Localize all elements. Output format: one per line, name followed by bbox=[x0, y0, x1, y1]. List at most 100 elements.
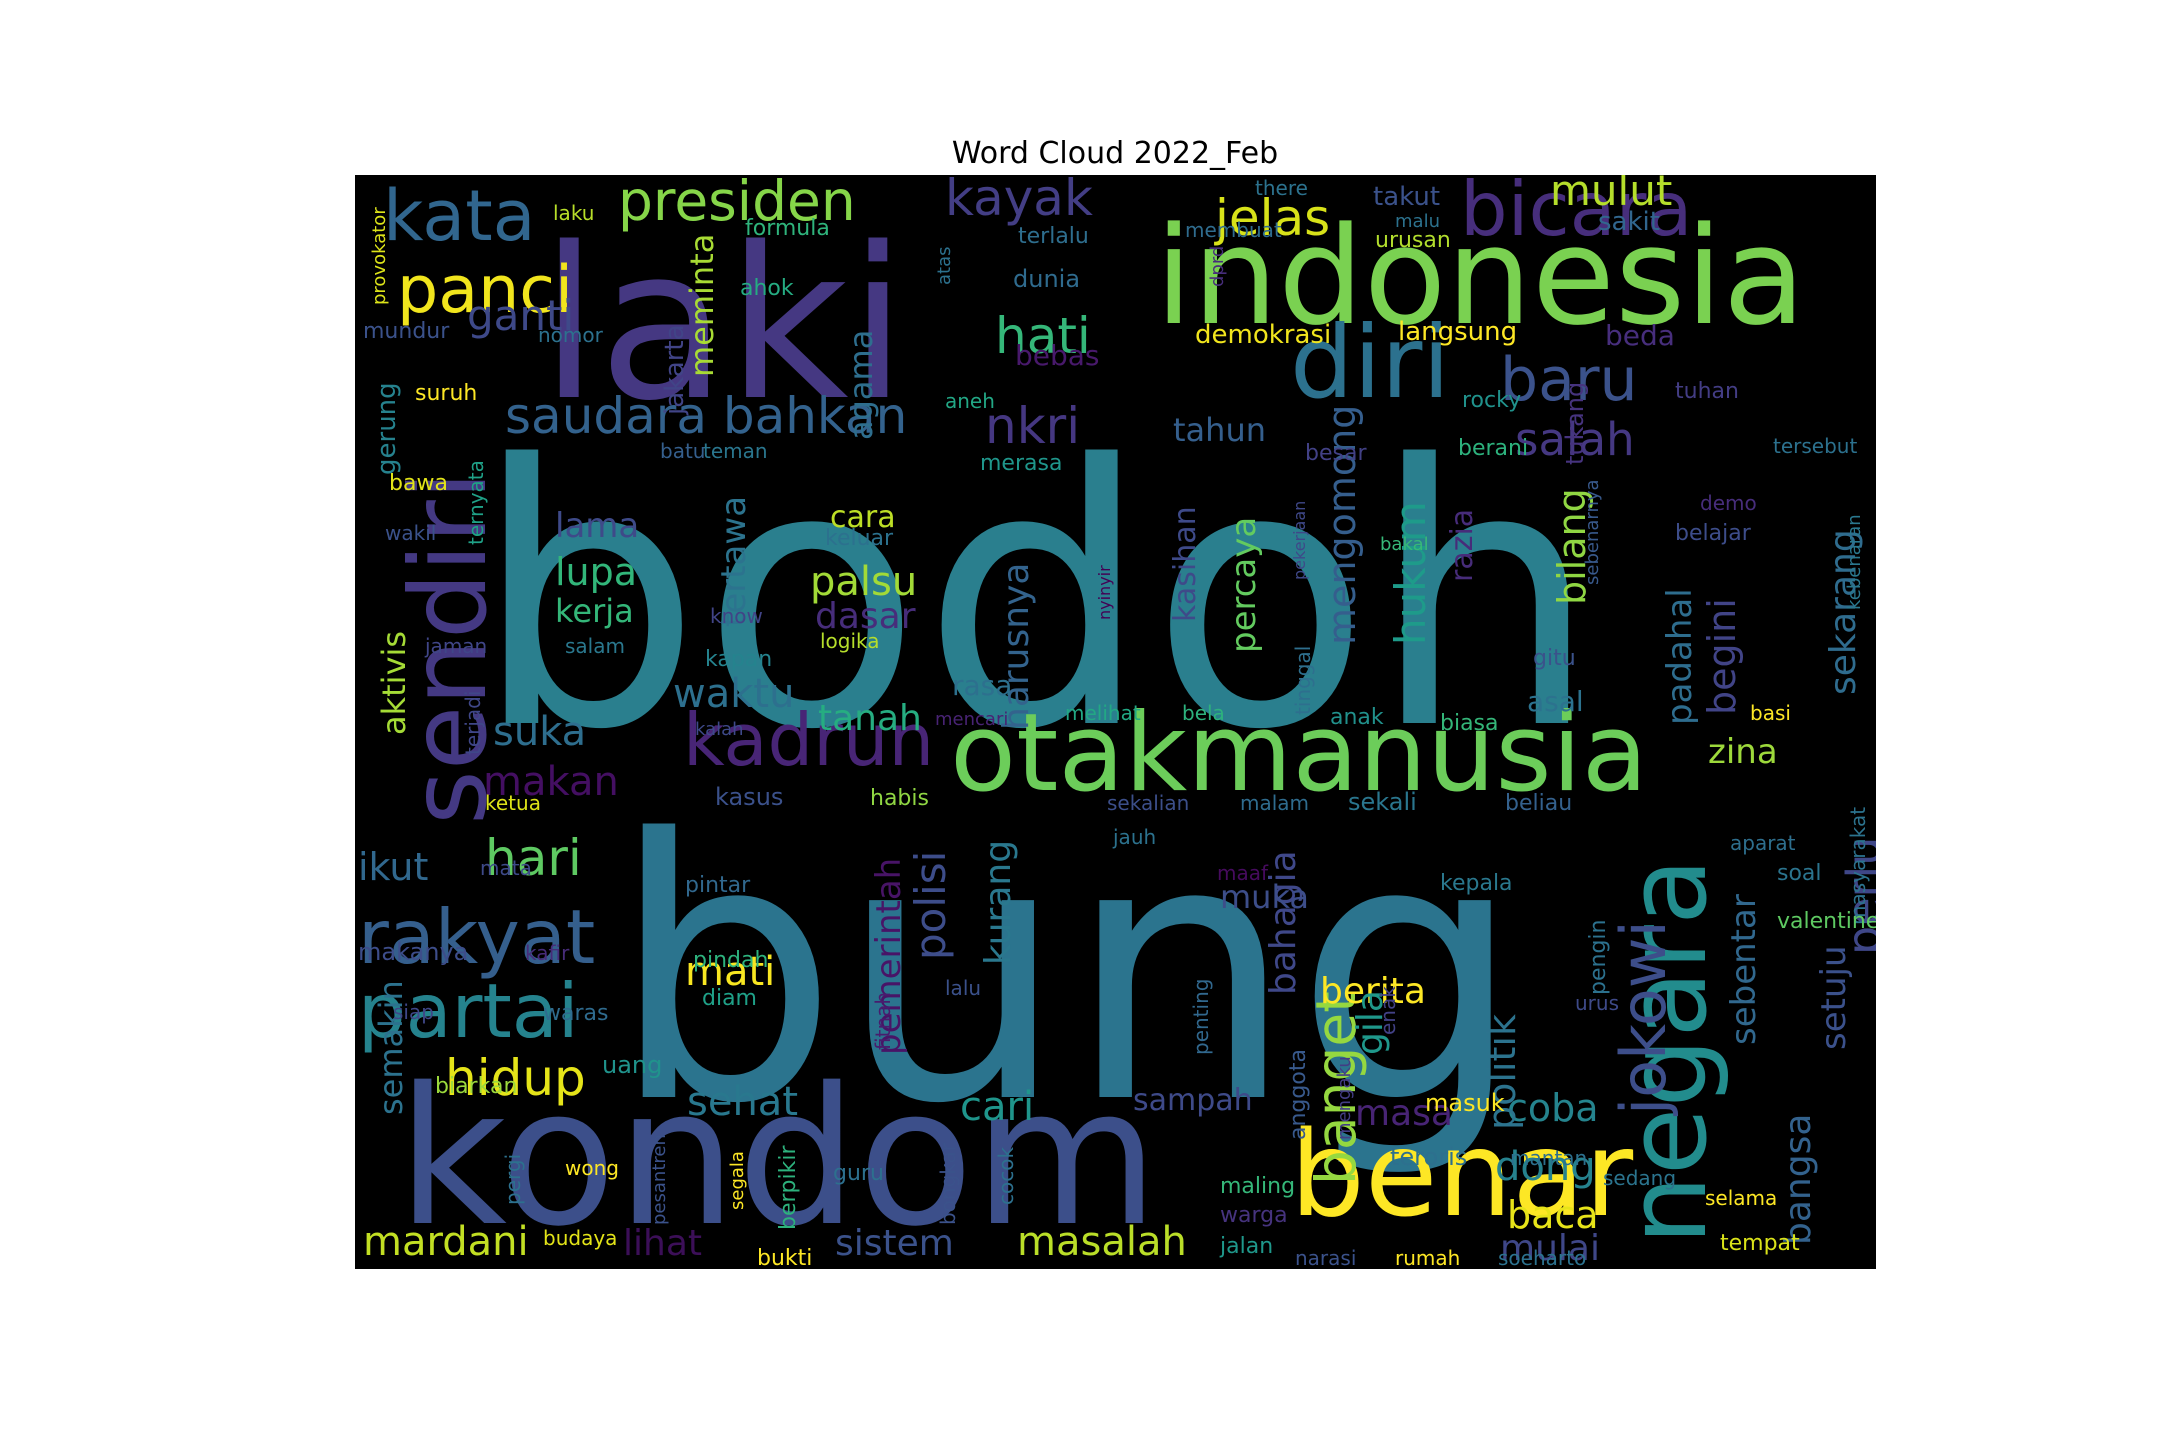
word-masuk: masuk bbox=[1425, 1089, 1505, 1117]
word-urusan: urusan bbox=[1375, 228, 1451, 253]
word-demo: demo bbox=[1700, 491, 1757, 515]
word-kurang: kurang bbox=[978, 840, 1019, 965]
word-tempat: tempat bbox=[1720, 1231, 1800, 1256]
word-atas: atas bbox=[934, 247, 955, 286]
word-mardani: mardani bbox=[363, 1219, 529, 1265]
word-begini: begini bbox=[1700, 598, 1744, 715]
word-jakarta: jakarta bbox=[660, 324, 690, 416]
word-masyarakat: masyarakat bbox=[1846, 807, 1870, 925]
word-baca: baca bbox=[1507, 1193, 1599, 1237]
word-kondom: kondom bbox=[397, 1047, 1159, 1268]
word-lihat: lihat bbox=[623, 1223, 702, 1264]
word-sakit: sakit bbox=[1598, 207, 1660, 237]
word-agama: agama bbox=[842, 330, 880, 440]
word-besar: besar bbox=[1305, 441, 1367, 466]
word-kepala: kepala bbox=[1440, 871, 1513, 896]
word-presiden: presiden bbox=[618, 175, 856, 233]
word-dasar: dasar bbox=[815, 596, 916, 637]
word-nyinyir: nyinyir bbox=[1095, 565, 1114, 620]
word-mundur: mundur bbox=[363, 319, 450, 344]
word-waras: waras bbox=[543, 1001, 608, 1026]
word-anak: anak bbox=[1330, 705, 1384, 730]
word-beda: beda bbox=[1605, 319, 1675, 352]
word-langsung: langsung bbox=[1398, 317, 1517, 347]
word-nkri: nkri bbox=[985, 397, 1080, 455]
word-pekerjaan: pekerjaan bbox=[1290, 501, 1309, 580]
word-mengaku: mengaku bbox=[1334, 1056, 1355, 1140]
word-cloud-svg: bodohbunglakikondomindonesiaotakmanusiab… bbox=[358, 175, 1876, 1269]
word-benar: benar bbox=[1290, 1105, 1634, 1243]
word-coba: coba bbox=[1507, 1086, 1599, 1130]
word-uang: uang bbox=[602, 1051, 662, 1079]
word-meminta: meminta bbox=[683, 234, 721, 377]
word-jalan: jalan bbox=[1219, 1234, 1273, 1259]
word-palsu: palsu bbox=[810, 559, 917, 605]
word-makanya: makanya bbox=[358, 938, 468, 966]
word-tinggal: tinggal bbox=[1291, 646, 1315, 715]
word-tertawa: tertawa bbox=[714, 496, 754, 627]
word-bakal: bakal bbox=[1380, 534, 1429, 555]
word-jokowi: jokowi bbox=[1607, 920, 1680, 1117]
word-valentine: valentine bbox=[1777, 909, 1876, 934]
word-mati: mati bbox=[685, 949, 775, 995]
word-membuat: membuat bbox=[1185, 218, 1282, 242]
word-lupa: lupa bbox=[555, 550, 637, 594]
word-logika: logika bbox=[820, 629, 880, 653]
word-rasa: rasa bbox=[952, 669, 1012, 702]
word-hukum: hukum bbox=[1386, 501, 1435, 645]
word-kapan: kapan bbox=[705, 647, 772, 672]
word-hari: hari bbox=[485, 829, 582, 887]
word-bongkar: bongkar bbox=[936, 1142, 960, 1225]
word-laki: laki bbox=[540, 202, 907, 447]
word-masalah: masalah bbox=[1017, 1219, 1187, 1265]
word-there: there bbox=[1255, 176, 1308, 200]
word-ikut: ikut bbox=[358, 845, 428, 889]
word-rocky: rocky bbox=[1462, 388, 1521, 413]
word-sekali: sekali bbox=[1348, 788, 1417, 816]
word-indonesia: indonesia bbox=[1155, 198, 1806, 355]
word-sampah: sampah bbox=[1133, 1083, 1253, 1118]
word-pergi: pergi bbox=[501, 1154, 525, 1205]
word-fitnah: fitnah bbox=[871, 992, 895, 1050]
word-bukti: bukti bbox=[757, 1246, 812, 1269]
word-suka: suka bbox=[493, 709, 586, 755]
word-ganti: ganti bbox=[467, 291, 574, 340]
word-aktivis: aktivis bbox=[375, 631, 413, 735]
word-ternyata: ternyata bbox=[464, 460, 488, 545]
word-asal: asal bbox=[1527, 685, 1584, 718]
word-bela: bela bbox=[1182, 701, 1225, 725]
word-sekarang: sekarang bbox=[1823, 529, 1864, 695]
word-belajar: belajar bbox=[1675, 521, 1752, 546]
word-suruh: suruh bbox=[415, 381, 477, 406]
word-salam: salam bbox=[565, 634, 625, 658]
word-bawa: bawa bbox=[389, 471, 448, 496]
word-perlu: perlu bbox=[1837, 837, 1876, 955]
word-harusnya: harusnya bbox=[996, 563, 1037, 730]
word-berpikir: berpikir bbox=[776, 1145, 801, 1230]
word-hidup: hidup bbox=[445, 1049, 586, 1107]
word-kayak: kayak bbox=[945, 175, 1093, 227]
word-tuhan: tuhan bbox=[1675, 379, 1739, 404]
word-tahun: tahun bbox=[1173, 411, 1266, 449]
word-bebas: bebas bbox=[1015, 339, 1100, 372]
word-guru: guru bbox=[833, 1161, 884, 1186]
word-politik: politik bbox=[1480, 1014, 1524, 1130]
word-dprd: dprd bbox=[1207, 246, 1228, 287]
word-keluar: keluar bbox=[825, 526, 894, 551]
word-aparat: aparat bbox=[1730, 831, 1796, 855]
word-gitu: gitu bbox=[1533, 646, 1576, 671]
word-muka: muka bbox=[1220, 878, 1309, 916]
word-otakmanusia: otakmanusia bbox=[950, 691, 1648, 816]
word-cara: cara bbox=[830, 500, 896, 535]
word-budaya: budaya bbox=[543, 1226, 617, 1250]
word-melihat: melihat bbox=[1065, 701, 1141, 725]
word-nomor: nomor bbox=[538, 323, 604, 347]
word-lama: lama bbox=[555, 506, 639, 546]
word-gila: gila bbox=[1350, 990, 1391, 1055]
word-cari: cari bbox=[960, 1084, 1034, 1130]
word-terjadi: terjadi bbox=[461, 691, 485, 755]
word-dunia: dunia bbox=[1013, 265, 1080, 293]
word-setuju: setuju bbox=[1814, 945, 1854, 1050]
word-teroris: teroris bbox=[1390, 1143, 1467, 1171]
word-sehat: sehat bbox=[687, 1079, 798, 1125]
